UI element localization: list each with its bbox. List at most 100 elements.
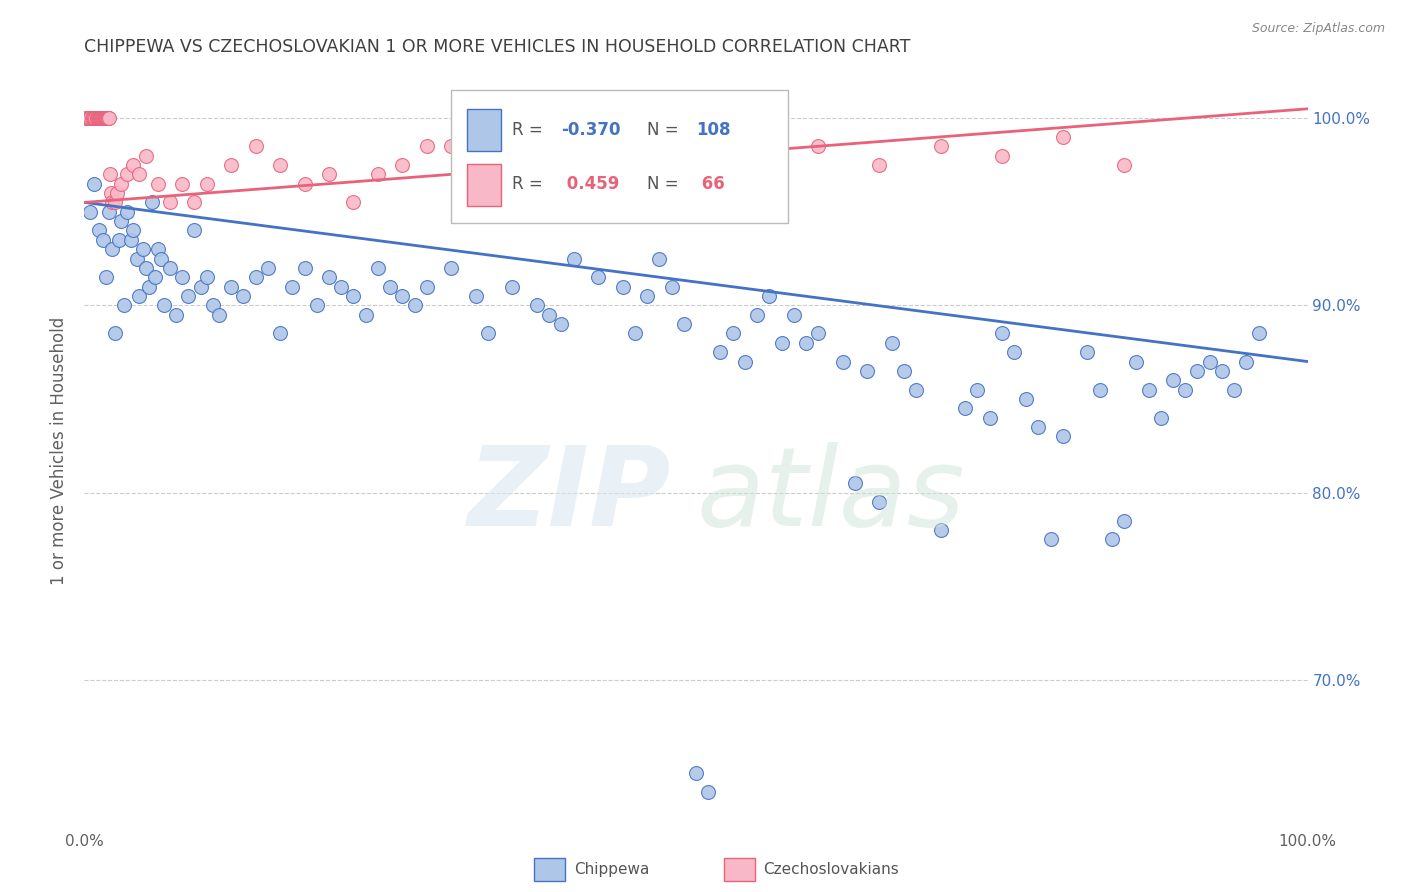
Point xyxy=(79,111,101,125)
Point xyxy=(122,158,145,172)
Point xyxy=(1187,364,1209,378)
Point xyxy=(1028,420,1050,434)
Point xyxy=(89,111,111,125)
Point xyxy=(110,214,132,228)
Point xyxy=(929,523,952,537)
Point xyxy=(648,252,671,266)
Text: N =: N = xyxy=(647,120,679,139)
Point xyxy=(477,326,499,341)
Point xyxy=(83,177,105,191)
Text: R =: R = xyxy=(513,120,543,139)
Point xyxy=(105,186,128,200)
Point xyxy=(91,111,114,125)
Point xyxy=(367,260,389,275)
Point xyxy=(526,298,548,312)
Point xyxy=(464,289,486,303)
Point xyxy=(991,326,1014,341)
Point xyxy=(1076,345,1098,359)
Text: -0.370: -0.370 xyxy=(561,120,621,139)
Point xyxy=(709,345,731,359)
Point xyxy=(245,139,267,153)
Point xyxy=(672,317,695,331)
Point xyxy=(94,111,117,125)
Point xyxy=(991,148,1014,162)
Point xyxy=(93,111,115,125)
Point xyxy=(1002,345,1025,359)
Point xyxy=(305,298,328,312)
Text: ZIP: ZIP xyxy=(468,442,672,549)
Point xyxy=(172,177,194,191)
Point xyxy=(208,308,231,322)
Point xyxy=(294,177,316,191)
Point xyxy=(80,111,103,125)
Point xyxy=(150,252,173,266)
Point xyxy=(153,298,176,312)
Point xyxy=(101,195,124,210)
Point xyxy=(770,335,793,350)
Point xyxy=(354,308,377,322)
Text: 0.459: 0.459 xyxy=(561,176,620,194)
Point xyxy=(1150,410,1173,425)
Point xyxy=(219,158,242,172)
Point xyxy=(96,111,118,125)
Point xyxy=(502,279,524,293)
Point xyxy=(159,195,181,210)
Point xyxy=(87,223,110,237)
Point xyxy=(1247,326,1270,341)
Point xyxy=(831,354,853,368)
Point xyxy=(195,177,218,191)
Point xyxy=(636,289,658,303)
Point xyxy=(128,289,150,303)
Point xyxy=(165,308,187,322)
Point xyxy=(1114,158,1136,172)
Point xyxy=(97,111,120,125)
Point xyxy=(86,111,108,125)
Point xyxy=(104,326,127,341)
Point xyxy=(97,111,120,125)
Point xyxy=(93,111,115,125)
Point xyxy=(905,383,928,397)
Point xyxy=(807,326,830,341)
Point xyxy=(115,167,138,181)
Point xyxy=(856,364,879,378)
Point xyxy=(257,260,280,275)
Point xyxy=(661,279,683,293)
Text: Chippewa: Chippewa xyxy=(574,863,650,877)
Text: Source: ZipAtlas.com: Source: ZipAtlas.com xyxy=(1251,22,1385,36)
Point xyxy=(87,111,110,125)
Point xyxy=(90,111,112,125)
Point xyxy=(502,158,524,172)
Point xyxy=(90,111,112,125)
Point xyxy=(138,279,160,293)
Point xyxy=(97,111,120,125)
Point xyxy=(416,279,439,293)
Point xyxy=(612,279,634,293)
Point xyxy=(380,279,402,293)
Point xyxy=(143,270,166,285)
Point xyxy=(91,111,114,125)
Text: R =: R = xyxy=(513,176,543,194)
Text: CHIPPEWA VS CZECHOSLOVAKIAN 1 OR MORE VEHICLES IN HOUSEHOLD CORRELATION CHART: CHIPPEWA VS CZECHOSLOVAKIAN 1 OR MORE VE… xyxy=(84,38,911,56)
Point xyxy=(294,260,316,275)
Point xyxy=(232,289,254,303)
Point xyxy=(122,223,145,237)
Point xyxy=(146,242,169,256)
Point xyxy=(97,204,120,219)
Point xyxy=(219,279,242,293)
Point xyxy=(550,317,572,331)
Point xyxy=(86,111,108,125)
Point xyxy=(342,195,364,210)
Point xyxy=(685,766,707,780)
Point xyxy=(893,364,915,378)
Point xyxy=(84,111,107,125)
Point xyxy=(1211,364,1233,378)
FancyBboxPatch shape xyxy=(467,164,502,205)
Point xyxy=(869,158,891,172)
Point xyxy=(586,270,609,285)
Point xyxy=(96,111,118,125)
Point xyxy=(190,279,212,293)
Point xyxy=(758,289,780,303)
Text: atlas: atlas xyxy=(696,442,965,549)
Point xyxy=(318,167,340,181)
Point xyxy=(183,223,205,237)
